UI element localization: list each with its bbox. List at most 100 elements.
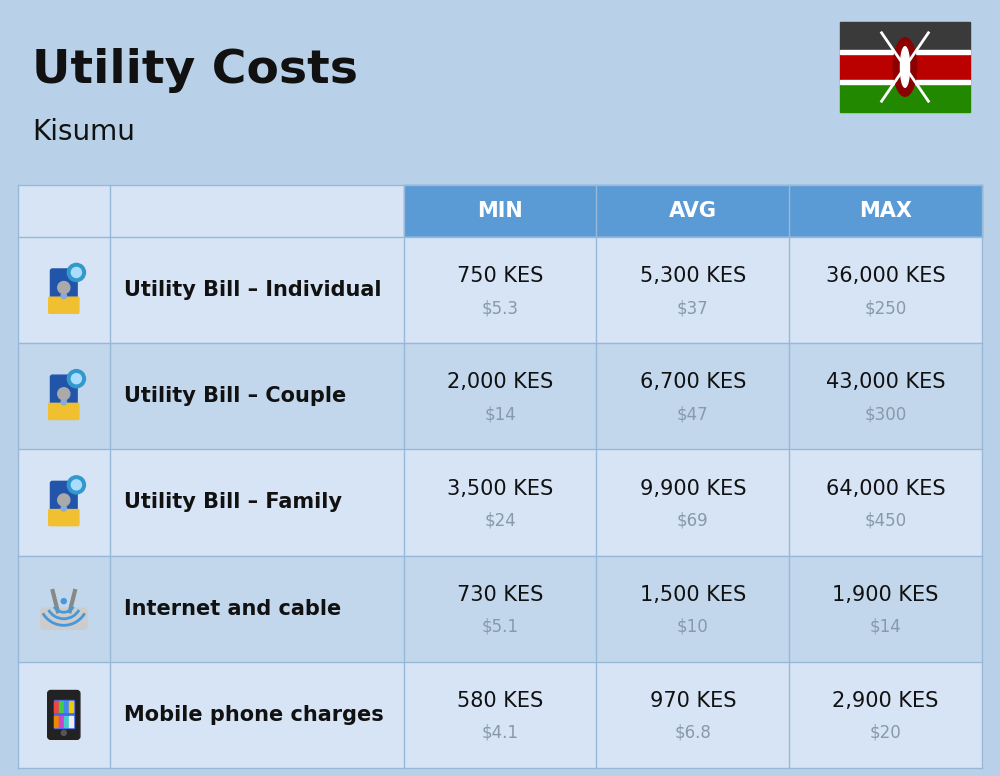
Bar [840, 22, 970, 52]
Bar [404, 343, 596, 449]
Bar [110, 662, 404, 768]
Bar [596, 449, 789, 556]
Bar [54, 700, 74, 728]
Bar [596, 343, 789, 449]
Bar [110, 237, 404, 343]
Circle shape [71, 480, 81, 490]
Bar [404, 237, 596, 343]
Bar [18, 343, 110, 449]
Circle shape [58, 494, 70, 506]
Bar [596, 556, 789, 662]
Text: $5.3: $5.3 [482, 300, 518, 317]
Text: Utility Bill – Individual: Utility Bill – Individual [124, 280, 382, 300]
Bar [18, 449, 110, 556]
FancyBboxPatch shape [41, 608, 87, 629]
Bar [18, 185, 110, 237]
Bar [64, 702, 68, 712]
Bar [789, 237, 982, 343]
Text: Mobile phone charges: Mobile phone charges [124, 705, 384, 725]
FancyBboxPatch shape [49, 404, 79, 420]
Text: 43,000 KES: 43,000 KES [826, 372, 945, 393]
Text: Internet and cable: Internet and cable [124, 599, 342, 618]
Text: $10: $10 [677, 618, 709, 636]
Bar [404, 185, 596, 237]
Bar [59, 702, 63, 712]
Text: MIN: MIN [477, 201, 523, 221]
Text: 2,000 KES: 2,000 KES [447, 372, 553, 393]
Text: 3,500 KES: 3,500 KES [447, 479, 553, 499]
Text: 970 KES: 970 KES [650, 691, 736, 711]
Text: 6,700 KES: 6,700 KES [640, 372, 746, 393]
Text: 580 KES: 580 KES [457, 691, 543, 711]
Text: $6.8: $6.8 [674, 724, 711, 742]
Circle shape [61, 293, 67, 299]
Bar [404, 662, 596, 768]
Bar [840, 80, 970, 84]
FancyBboxPatch shape [50, 375, 77, 411]
Bar [110, 343, 404, 449]
Text: AVG: AVG [669, 201, 717, 221]
Text: $5.1: $5.1 [482, 618, 518, 636]
Bar [64, 716, 68, 726]
FancyBboxPatch shape [50, 269, 77, 304]
Text: 750 KES: 750 KES [457, 266, 543, 286]
Bar [596, 237, 789, 343]
Text: Kisumu: Kisumu [32, 118, 135, 146]
Bar [59, 716, 63, 726]
Bar [110, 556, 404, 662]
Text: $450: $450 [865, 511, 907, 529]
Bar [596, 185, 789, 237]
Bar [840, 82, 970, 112]
Bar [110, 185, 404, 237]
Circle shape [61, 730, 66, 736]
FancyBboxPatch shape [48, 691, 80, 740]
Bar [789, 343, 982, 449]
FancyBboxPatch shape [50, 481, 77, 517]
Text: 1,500 KES: 1,500 KES [640, 585, 746, 605]
FancyBboxPatch shape [49, 510, 79, 525]
Text: 36,000 KES: 36,000 KES [826, 266, 945, 286]
Bar [789, 556, 982, 662]
Text: $250: $250 [864, 300, 907, 317]
Circle shape [71, 373, 81, 383]
Text: Utility Bill – Couple: Utility Bill – Couple [124, 386, 347, 407]
Bar [69, 702, 73, 712]
Bar [789, 185, 982, 237]
Bar [840, 52, 970, 82]
Circle shape [67, 476, 85, 494]
Text: 5,300 KES: 5,300 KES [640, 266, 746, 286]
Text: $14: $14 [870, 618, 901, 636]
Ellipse shape [893, 38, 917, 96]
Bar [789, 662, 982, 768]
Text: 1,900 KES: 1,900 KES [832, 585, 939, 605]
Bar [54, 716, 58, 726]
Text: 730 KES: 730 KES [457, 585, 543, 605]
Bar [404, 449, 596, 556]
Text: MAX: MAX [859, 201, 912, 221]
Circle shape [71, 268, 81, 278]
Text: $37: $37 [677, 300, 709, 317]
Text: $20: $20 [870, 724, 901, 742]
Bar [404, 556, 596, 662]
Circle shape [61, 506, 67, 511]
Bar [54, 702, 58, 712]
Bar [18, 662, 110, 768]
Circle shape [67, 263, 85, 282]
Bar [69, 716, 73, 726]
Circle shape [61, 598, 66, 604]
Bar [110, 449, 404, 556]
Circle shape [58, 282, 70, 293]
Text: 9,900 KES: 9,900 KES [640, 479, 746, 499]
Bar [596, 662, 789, 768]
Bar [18, 237, 110, 343]
Text: $14: $14 [484, 405, 516, 424]
Text: $69: $69 [677, 511, 709, 529]
Text: 2,900 KES: 2,900 KES [832, 691, 939, 711]
Text: $4.1: $4.1 [482, 724, 518, 742]
Text: $300: $300 [864, 405, 907, 424]
Bar [789, 449, 982, 556]
Bar [840, 50, 970, 54]
Bar [18, 556, 110, 662]
Circle shape [61, 400, 67, 405]
Text: Utility Bill – Family: Utility Bill – Family [124, 493, 342, 512]
